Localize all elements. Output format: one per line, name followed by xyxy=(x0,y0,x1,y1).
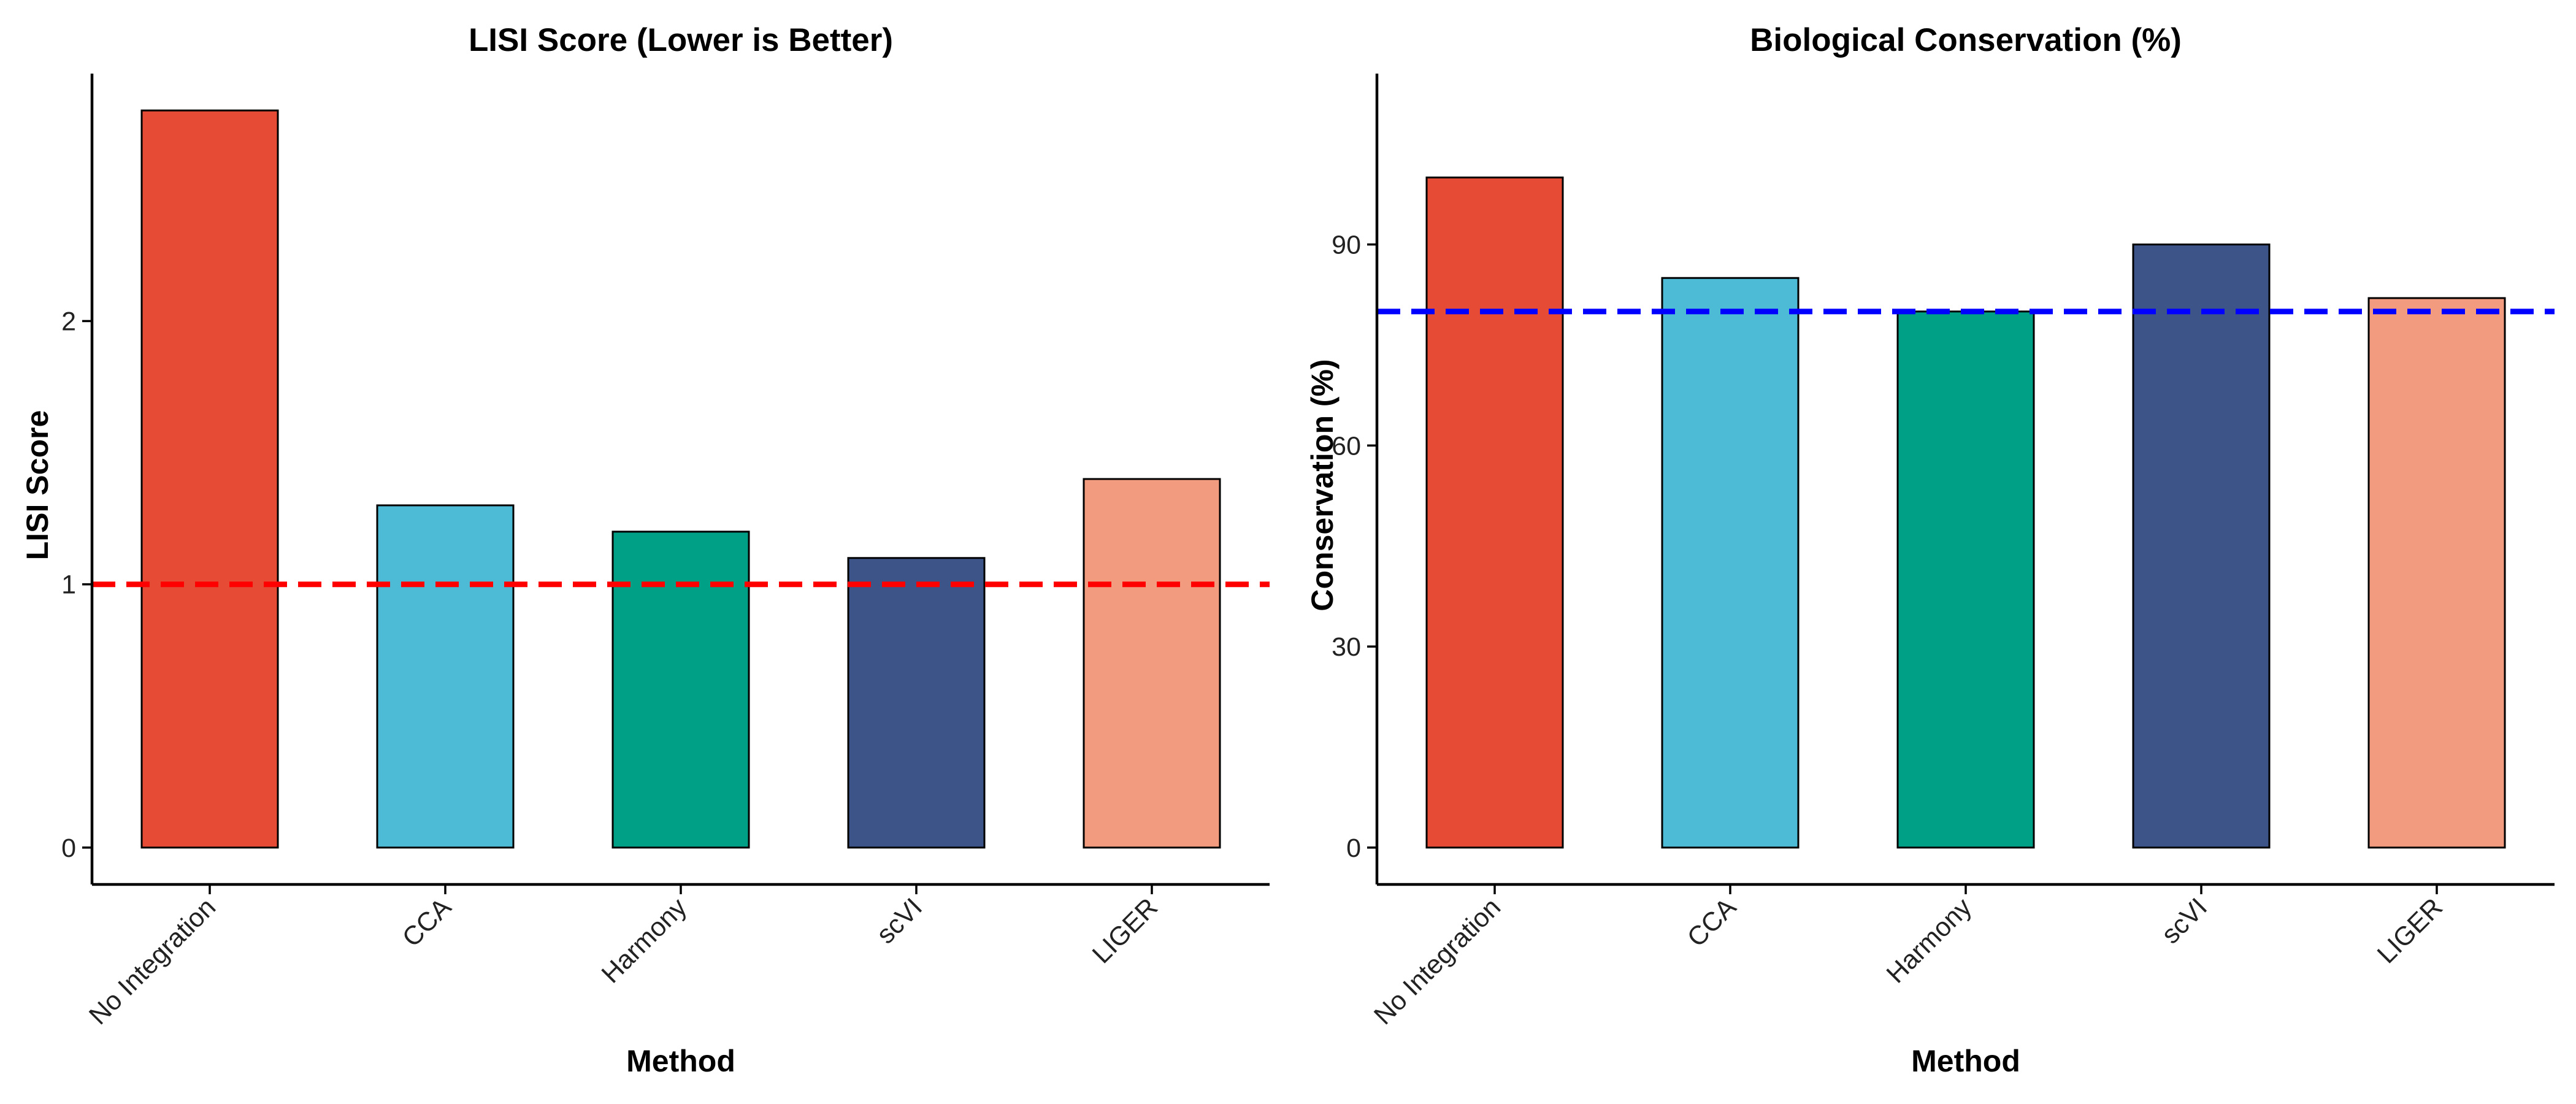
conservation-bar-cca xyxy=(1661,277,1800,849)
conservation-x-axis-title: Method xyxy=(1911,1044,2020,1078)
lisi-y-axis-title: LISI Score xyxy=(20,410,55,561)
lisi-y-tick-label: 0 xyxy=(61,834,76,863)
conservation-y-tick-label: 90 xyxy=(1332,231,1361,260)
lisi-chart-title: LISI Score (Lower is Better) xyxy=(469,22,893,58)
conservation-x-tick-label: No Integration xyxy=(1368,892,1506,1030)
conservation-x-tick-label: scVI xyxy=(2156,892,2213,949)
lisi-x-tick-label: Harmony xyxy=(596,892,693,989)
conservation-x-tick-label: Harmony xyxy=(1881,892,1978,989)
lisi-bar-no-integration xyxy=(140,109,279,849)
conservation-y-tick-label: 0 xyxy=(1346,834,1361,863)
lisi-bar-cca xyxy=(376,504,515,849)
conservation-bar-harmony xyxy=(1896,310,2035,849)
conservation-y-axis-title: Conservation (%) xyxy=(1305,359,1340,611)
conservation-x-tick-label: CCA xyxy=(1682,892,1742,953)
lisi-x-tick-label: CCA xyxy=(397,892,457,953)
lisi-y-tick-label: 1 xyxy=(61,570,76,600)
lisi-x-tick-label: No Integration xyxy=(83,892,221,1030)
lisi-bar-liger xyxy=(1083,478,1221,849)
lisi-x-tick-label: scVI xyxy=(871,892,928,949)
lisi-bar-harmony xyxy=(611,531,750,849)
conservation-bar-no-integration xyxy=(1425,176,1564,849)
lisi-y-tick-label: 2 xyxy=(61,307,76,336)
lisi-bar-scvi xyxy=(847,557,986,849)
conservation-x-tick-label: LIGER xyxy=(2372,892,2448,969)
lisi-x-axis-title: Method xyxy=(626,1044,735,1078)
conservation-chart-title: Biological Conservation (%) xyxy=(1750,22,2182,58)
conservation-y-tick-label: 30 xyxy=(1332,632,1361,662)
conservation-y-tick-label: 60 xyxy=(1332,431,1361,461)
conservation-bar-scvi xyxy=(2132,243,2271,849)
conservation-bar-liger xyxy=(2367,297,2506,849)
lisi-x-tick-label: LIGER xyxy=(1087,892,1163,969)
